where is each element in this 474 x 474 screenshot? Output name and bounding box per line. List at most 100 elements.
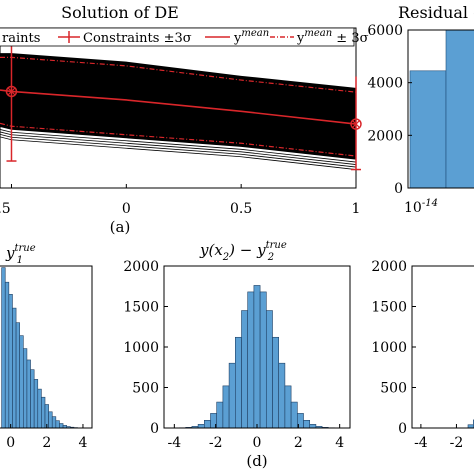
hist2-panel: y(x2) − ytrue 2 -4 -2 0 2 4 0 500 1000 1500 2000 (… xyxy=(123,240,351,470)
hist1-panel: ytrue 1 0 2 4 xyxy=(0,243,93,451)
y-tick-label: 2000 xyxy=(123,259,159,275)
residual-panel: Residual c 0 2000 4000 6000 10-14 xyxy=(367,3,474,216)
residual-plot-frame xyxy=(407,29,474,189)
residual-bar xyxy=(409,70,447,189)
solution-x-ticks: .5 0 0.5 1 xyxy=(0,184,360,217)
y-tick-label: 500 xyxy=(380,381,407,397)
histogram-bar xyxy=(48,411,53,429)
hist2-ticks: -4 -2 0 2 4 0 500 1000 1500 2000 xyxy=(123,259,344,451)
hist1-bars xyxy=(1,267,78,429)
histogram-bar xyxy=(272,336,279,429)
solution-series-layer xyxy=(0,56,357,157)
x-tick-label: 4 xyxy=(335,435,344,451)
histogram-bar xyxy=(33,379,39,429)
panel-d-caption: (d) xyxy=(246,452,267,470)
envelope-line xyxy=(0,122,357,157)
y-tick-label: 1000 xyxy=(371,340,407,356)
histogram-bar xyxy=(8,294,13,429)
y-tick-label: 1500 xyxy=(123,300,159,316)
residual-title: Residual c xyxy=(398,3,474,22)
histogram-bar xyxy=(278,362,286,429)
hist3-bars xyxy=(467,419,474,429)
histogram-bar xyxy=(19,335,24,429)
hist2-bars xyxy=(179,285,335,429)
y-tick-label: 500 xyxy=(132,381,159,397)
x-tick-label: 4 xyxy=(79,435,88,451)
histogram-bar xyxy=(204,420,211,429)
histogram-bar xyxy=(216,401,224,429)
x-tick-label: 2 xyxy=(294,435,303,451)
y-tick-label: 2000 xyxy=(371,259,407,275)
y-tick-label: 1000 xyxy=(123,340,159,356)
x-tick-label: -2 xyxy=(450,435,464,451)
x-tick-label: -4 xyxy=(414,435,428,451)
sample-band-area xyxy=(0,53,356,160)
solution-legend: raints Constraints ±3σ ymean ymean ± 3σ xyxy=(0,27,369,47)
y-tick-label: 0 xyxy=(398,421,407,437)
x-tick-label: 1 xyxy=(352,201,361,217)
histogram-bar xyxy=(1,267,6,429)
y-tick-label: 6000 xyxy=(367,23,403,39)
solution-sample-band xyxy=(0,53,357,170)
solution-title: Solution of DE xyxy=(61,3,179,22)
constraint-marker xyxy=(5,85,18,98)
constraint-cross xyxy=(7,87,16,96)
histogram-bar xyxy=(4,281,10,429)
histogram-bar xyxy=(12,307,17,429)
histogram-bar xyxy=(55,420,60,429)
legend-entry-constraints: Constraints ±3σ xyxy=(83,31,192,46)
y-tick-label: 2000 xyxy=(367,128,403,144)
histogram-bar xyxy=(290,401,298,429)
y-tick-label: 0 xyxy=(150,421,159,437)
envelope-line xyxy=(0,56,357,93)
histogram-bar xyxy=(222,385,230,429)
histogram-bar xyxy=(259,291,267,429)
sample-curve xyxy=(0,134,357,168)
histogram-bar xyxy=(197,424,205,429)
histogram-bar xyxy=(41,396,46,429)
histogram-bar xyxy=(253,285,261,429)
residual-x-tick: 10-14 xyxy=(404,198,438,216)
x-tick-label: 0 xyxy=(253,435,262,451)
hist2-title: y(x2) − ytrue 2 xyxy=(199,240,287,263)
histogram-bar xyxy=(235,336,242,429)
residual-bar xyxy=(445,29,474,189)
histogram-bar xyxy=(37,388,42,429)
y-tick-label: 1500 xyxy=(371,300,407,316)
hist1-x-ticks: 0 2 4 xyxy=(6,424,88,451)
x-tick-label: .5 xyxy=(0,201,11,217)
legend-entry-envelope: ymean ± 3σ xyxy=(296,28,369,46)
constraints-layer xyxy=(5,46,362,171)
constraint-marker xyxy=(350,118,362,130)
histogram-bar xyxy=(309,424,317,429)
sample-curve xyxy=(0,129,357,163)
histogram-bar xyxy=(30,369,35,429)
x-tick-label: -4 xyxy=(168,435,182,451)
hist3-ticks: -4 -2 0 500 1000 1500 2000 xyxy=(371,259,463,451)
histogram-bar xyxy=(15,322,20,429)
mean-line xyxy=(0,89,357,125)
constraint-cross xyxy=(352,120,360,129)
residual-bars xyxy=(409,29,474,189)
histogram-bar xyxy=(303,420,310,429)
legend-box xyxy=(0,27,355,47)
hist1-plot-frame xyxy=(0,265,93,429)
histogram-bar xyxy=(26,359,31,429)
hist3-panel: -4 -2 0 500 1000 1500 2000 xyxy=(371,259,474,451)
y-tick-label: 4000 xyxy=(367,76,403,92)
x-tick-label: 2 xyxy=(42,435,51,451)
histogram-bar xyxy=(51,416,57,429)
hist3-plot-frame xyxy=(411,265,474,429)
histogram-bar xyxy=(228,362,236,429)
residual-y-ticks: 0 2000 4000 6000 xyxy=(367,23,412,197)
histogram-bar xyxy=(241,310,248,429)
x-tick-label: 0.5 xyxy=(230,201,252,217)
histogram-bar xyxy=(265,310,273,429)
x-tick-label: 0 xyxy=(6,435,15,451)
histogram-bar xyxy=(247,291,255,429)
x-tick-label: 0 xyxy=(122,201,131,217)
x-tick-label: -2 xyxy=(209,435,223,451)
panel-a-caption: (a) xyxy=(110,218,131,236)
sample-curve xyxy=(0,136,357,170)
